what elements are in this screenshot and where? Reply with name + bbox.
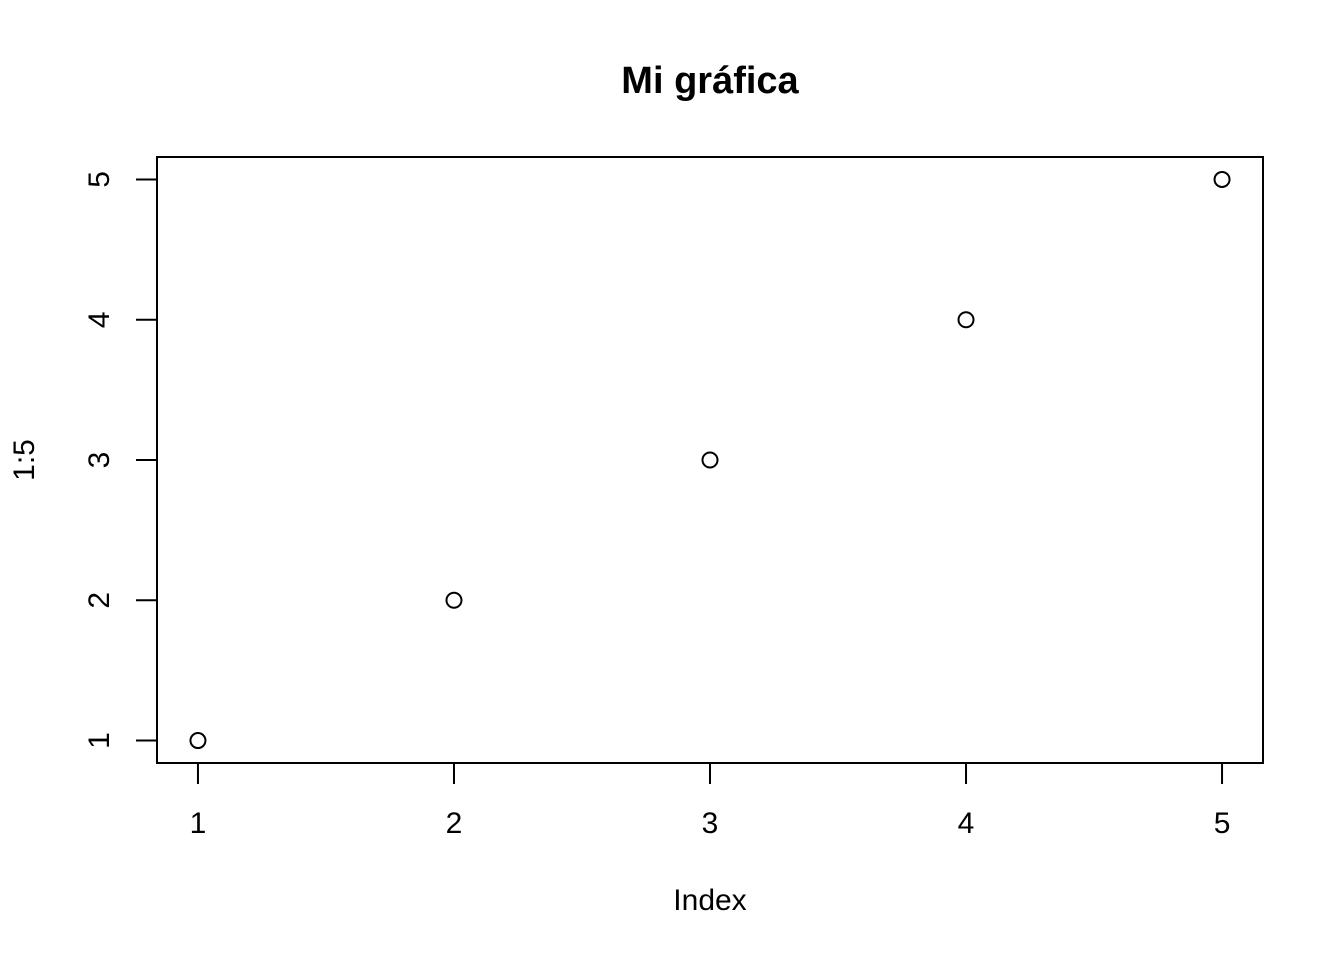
data-point <box>701 451 719 469</box>
x-axis: 1 2 3 4 5 <box>190 762 1231 840</box>
x-tick-label: 3 <box>702 807 719 840</box>
data-point <box>189 732 207 750</box>
chart-title: Mi gráfica <box>621 60 799 102</box>
y-tick-label: 1 <box>83 732 116 749</box>
plot-area-frame <box>156 156 1264 764</box>
x-tick-label: 1 <box>190 807 207 840</box>
data-points <box>189 170 1231 750</box>
x-tick-label: 4 <box>958 807 975 840</box>
y-axis-label: 1:5 <box>8 439 41 481</box>
data-point <box>1213 170 1231 188</box>
y-axis: 1 2 3 4 5 <box>83 171 158 749</box>
x-tick-label: 5 <box>1214 807 1231 840</box>
y-tick-label: 4 <box>83 311 116 328</box>
y-tick-label: 5 <box>83 171 116 188</box>
data-point <box>957 311 975 329</box>
x-tick-label: 2 <box>446 807 463 840</box>
y-tick-label: 3 <box>83 452 116 469</box>
x-axis-label: Index <box>673 884 746 917</box>
data-point <box>445 591 463 609</box>
y-tick-label: 2 <box>83 592 116 609</box>
